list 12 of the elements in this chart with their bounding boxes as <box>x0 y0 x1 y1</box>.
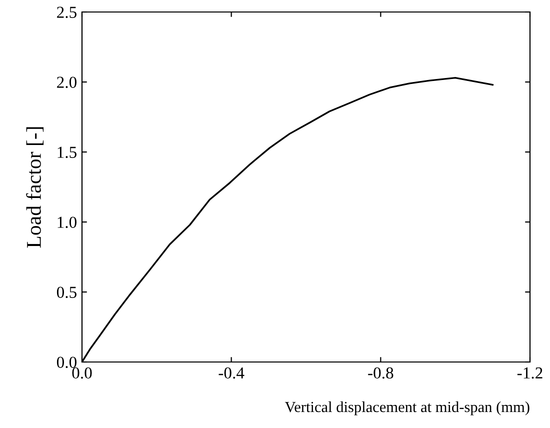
y-tick-label: 2.0 <box>57 76 77 88</box>
y-tick-label: 0.5 <box>56 286 76 298</box>
y-tick-label: 0.0 <box>56 356 77 368</box>
x-axis-title: Vertical displacement at mid-span (mm) <box>284 401 530 416</box>
y-tick-label: 2.5 <box>57 6 76 18</box>
x-tick-label: -0.8 <box>368 367 394 379</box>
x-tick-label: 0.0 <box>72 367 92 379</box>
y-tick-label: 1.5 <box>58 146 76 158</box>
x-tick-label: -1.2 <box>517 367 542 379</box>
y-tick-label: 1.0 <box>58 216 77 228</box>
y-axis-title: Load factor [-] <box>26 127 44 248</box>
x-tick-label: -0.4 <box>218 367 244 379</box>
